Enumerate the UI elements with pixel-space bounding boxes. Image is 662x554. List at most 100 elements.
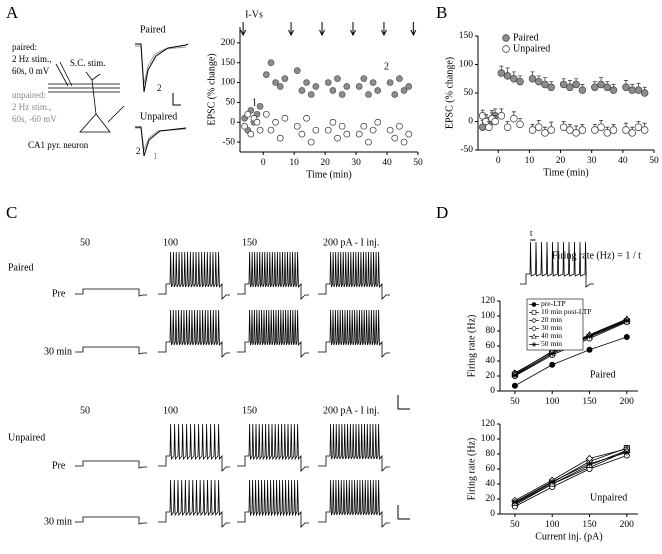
protocol-text: paired: bbox=[12, 42, 37, 52]
data-point bbox=[365, 138, 372, 146]
voltage-trace bbox=[237, 309, 309, 358]
data-point bbox=[307, 91, 315, 98]
series-line bbox=[514, 452, 627, 503]
data-point bbox=[262, 110, 270, 118]
marker bbox=[586, 346, 593, 353]
data-point bbox=[272, 118, 279, 126]
data-point bbox=[241, 122, 248, 130]
annotation: 2 bbox=[384, 61, 389, 72]
marker bbox=[549, 361, 556, 368]
stim-label: S.C. stim. bbox=[70, 58, 106, 68]
row-label: Pre bbox=[52, 460, 66, 471]
scale-bars bbox=[397, 395, 410, 520]
data-point bbox=[343, 130, 351, 138]
data-point bbox=[597, 123, 605, 131]
voltage-trace bbox=[75, 288, 147, 297]
data-point bbox=[534, 77, 543, 86]
data-point bbox=[360, 122, 368, 130]
panel-label: B bbox=[436, 3, 447, 22]
protocol-text: 2 Hz stim., bbox=[12, 102, 52, 112]
voltage-trace bbox=[237, 479, 309, 528]
data-point bbox=[276, 134, 284, 142]
y-tick-label: 50 bbox=[226, 98, 236, 108]
data-point bbox=[516, 77, 524, 86]
x-tick-label: 50 bbox=[510, 520, 520, 530]
data-point bbox=[298, 87, 306, 94]
data-point bbox=[405, 83, 413, 90]
x-tick-label: 30 bbox=[351, 158, 361, 168]
y-axis-label: Firing rate (Hz) bbox=[466, 315, 477, 378]
formula: Firing rate (Hz) = 1 / t bbox=[552, 250, 641, 261]
x-tick-label: 10 bbox=[525, 156, 535, 166]
data-point bbox=[634, 123, 643, 131]
x-tick-label: 200 bbox=[620, 520, 635, 530]
x-tick-label: 100 bbox=[545, 520, 560, 530]
data-point bbox=[559, 123, 568, 131]
y-tick-label: 150 bbox=[221, 58, 236, 68]
series-line bbox=[514, 455, 627, 507]
voltage-trace bbox=[318, 309, 390, 358]
trace-mark: 2 bbox=[157, 83, 162, 93]
data-point bbox=[534, 123, 543, 131]
group-label: Paired bbox=[8, 262, 34, 273]
data-point bbox=[400, 87, 408, 94]
voltage-trace bbox=[318, 251, 390, 300]
x-tick-label: 40 bbox=[618, 156, 628, 166]
data-point bbox=[572, 129, 580, 137]
marker bbox=[549, 478, 556, 485]
y-tick-label: -50 bbox=[222, 137, 235, 147]
data-point bbox=[369, 79, 377, 86]
data-point bbox=[634, 86, 643, 94]
data-point bbox=[334, 75, 341, 82]
data-point bbox=[369, 126, 377, 134]
y-tick-label: 150 bbox=[459, 31, 474, 41]
marker bbox=[623, 317, 630, 324]
data-point bbox=[281, 114, 289, 122]
iv-arrow bbox=[381, 22, 387, 37]
x-tick-label: 20 bbox=[556, 156, 566, 166]
data-point bbox=[386, 126, 394, 134]
data-point bbox=[497, 112, 506, 120]
data-point bbox=[307, 138, 315, 146]
y-tick-label: 200 bbox=[221, 38, 236, 48]
y-tick-label: 20 bbox=[486, 371, 496, 381]
y-tick-label: 0 bbox=[490, 509, 495, 519]
y-tick-label: 60 bbox=[486, 341, 496, 351]
data-point bbox=[247, 130, 255, 138]
data-point bbox=[405, 130, 413, 138]
voltage-trace bbox=[75, 516, 147, 525]
data-point bbox=[256, 103, 264, 110]
iv-arrow bbox=[288, 22, 295, 37]
schematic bbox=[48, 61, 125, 133]
data-point bbox=[298, 130, 306, 138]
marker bbox=[586, 460, 593, 467]
voltage-trace bbox=[75, 346, 147, 355]
legend-label: Paired bbox=[513, 32, 539, 43]
data-point bbox=[324, 79, 332, 86]
marker bbox=[511, 499, 518, 505]
series-line bbox=[514, 447, 627, 504]
marker bbox=[549, 350, 556, 357]
legend-label: 40 min bbox=[541, 331, 562, 340]
data-point bbox=[640, 126, 649, 134]
x-tick-label: 150 bbox=[582, 397, 597, 407]
x-tick-label: 150 bbox=[582, 520, 597, 530]
marker bbox=[511, 372, 518, 379]
y-tick-label: 80 bbox=[486, 449, 496, 459]
data-point bbox=[386, 79, 394, 86]
series-line bbox=[514, 336, 627, 387]
y-tick-label: 20 bbox=[486, 494, 496, 504]
data-point bbox=[312, 83, 320, 90]
data-point bbox=[374, 87, 382, 94]
legend-label: 20 min bbox=[541, 315, 562, 324]
marker bbox=[531, 333, 537, 339]
y-tick-label: 0 bbox=[468, 117, 473, 127]
current-label: 150 bbox=[242, 237, 257, 248]
data-point bbox=[566, 126, 574, 134]
x-tick-label: 10 bbox=[289, 158, 299, 168]
data-point bbox=[256, 126, 264, 134]
chart-annotation: Unpaired bbox=[590, 492, 627, 503]
data-point bbox=[355, 83, 363, 90]
data-point bbox=[622, 126, 630, 134]
data-point bbox=[312, 126, 320, 134]
